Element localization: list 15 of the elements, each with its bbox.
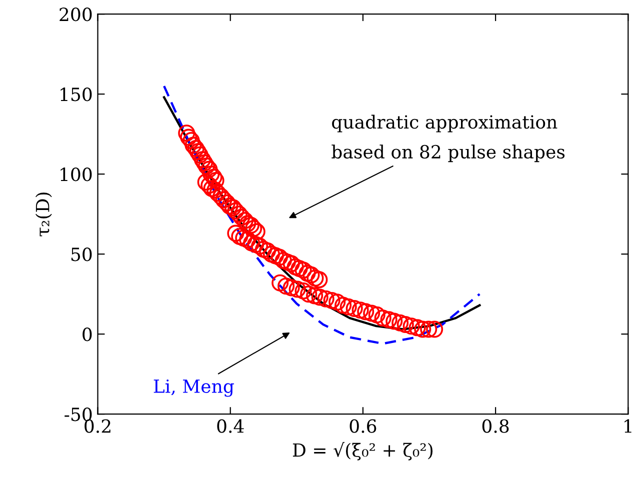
- x-axis-title: D = √(ξ₀² + ζ₀²): [292, 442, 433, 460]
- x-tick-label: 0.8: [482, 419, 509, 433]
- x-tick-label: 0.4: [217, 419, 244, 433]
- x-tick-label: 0.6: [350, 419, 376, 433]
- x-tick-label: 1: [624, 419, 632, 433]
- y-tick-label: 200: [60, 8, 92, 22]
- y-axis-title: τ₂(D): [35, 192, 52, 236]
- y-tick-label: 50: [71, 248, 92, 262]
- y-tick-label: 150: [60, 88, 92, 102]
- y-tick-label: 0: [82, 328, 92, 342]
- y-tick-label: -50: [64, 408, 92, 422]
- x-tick-label: 0.2: [84, 419, 110, 433]
- y-tick-label: 100: [60, 168, 92, 182]
- annotation: quadratic approximation based on 82 pulse shapes: [332, 114, 565, 162]
- text: Li, Meng: [154, 379, 234, 397]
